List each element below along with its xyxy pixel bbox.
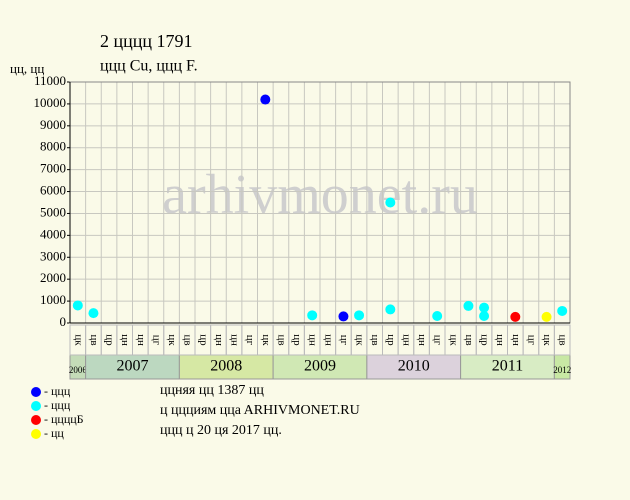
x-tick-label: цр	[104, 334, 116, 346]
year-label: 2009	[304, 358, 336, 375]
chart-subtitle: ццц Cu, ццц F.	[100, 58, 198, 75]
y-tick-label: 1000	[40, 292, 66, 307]
legend-label: - ццц	[44, 398, 71, 412]
point	[479, 302, 490, 313]
year-label: 2008	[210, 358, 242, 375]
x-tick-label: цк	[260, 334, 272, 346]
y-axis-label: цц, цц	[10, 61, 44, 76]
x-tick-label: цн	[494, 334, 506, 346]
point	[72, 300, 83, 311]
legend-swatch	[31, 415, 41, 425]
point	[557, 305, 568, 316]
x-tick-label: цг	[525, 335, 537, 346]
point	[432, 310, 443, 321]
x-tick-label: цг	[244, 335, 256, 346]
x-tick-label: цв	[275, 334, 287, 345]
y-tick-label: 6000	[40, 183, 66, 198]
y-tick-label: 7000	[40, 161, 66, 176]
legend-label: - ццццБ	[44, 412, 84, 426]
x-tick-label: цк	[541, 334, 553, 346]
year-label: 2010	[398, 358, 430, 375]
x-tick-label: цн	[119, 334, 131, 346]
x-tick-label: цк	[354, 334, 366, 346]
x-tick-label: цг	[150, 335, 162, 346]
x-tick-label: цн	[510, 334, 522, 346]
x-tick-label: цр	[197, 334, 209, 346]
point	[260, 94, 271, 105]
x-tick-label: цн	[322, 334, 334, 346]
point	[463, 300, 474, 311]
point	[385, 304, 396, 315]
year-band	[178, 354, 274, 380]
x-tick-label: цн	[416, 334, 428, 346]
note: ццц ц 20 ця 2017 цц.	[160, 423, 282, 438]
legend-label: - цц	[44, 426, 64, 440]
year-band	[272, 354, 368, 380]
point	[88, 308, 99, 319]
point	[338, 311, 349, 322]
y-tick-label: 9000	[40, 117, 66, 132]
x-tick-label: цв	[182, 334, 194, 345]
point	[385, 197, 396, 208]
x-tick-label: цн	[229, 334, 241, 346]
year-label: 2011	[492, 358, 523, 375]
x-tick-label: цк	[447, 334, 459, 346]
legend-label: - ццц	[44, 384, 71, 398]
point	[307, 310, 318, 321]
year-label: 2006	[69, 365, 88, 375]
y-tick-label: 10000	[34, 95, 67, 110]
legend-swatch	[31, 401, 41, 411]
y-tick-label: 4000	[40, 226, 66, 241]
y-tick-label: 0	[60, 314, 67, 329]
x-tick-label: цн	[213, 334, 225, 346]
x-tick-label: цв	[88, 334, 100, 345]
point	[510, 311, 521, 322]
x-tick-label: цр	[291, 334, 303, 346]
y-tick-label: 2000	[40, 270, 66, 285]
chart-title: 2 цццц 1791	[100, 31, 193, 51]
y-tick-label: 11000	[34, 73, 66, 88]
x-tick-label: цр	[479, 334, 491, 346]
x-tick-label: цк	[166, 334, 178, 346]
y-tick-label: 8000	[40, 139, 66, 154]
year-band	[460, 354, 555, 380]
x-tick-label: цн	[135, 334, 147, 346]
x-tick-label: цн	[400, 334, 412, 346]
note: ц ццциям ццa ARHIVMONET.RU	[160, 403, 360, 418]
x-tick-label: цв	[557, 334, 569, 345]
point	[541, 311, 552, 322]
y-tick-label: 5000	[40, 204, 66, 219]
year-label: 2012	[553, 365, 571, 375]
x-tick-label: цг	[338, 335, 350, 346]
x-tick-label: цв	[463, 334, 475, 345]
point	[354, 310, 365, 321]
year-label: 2007	[117, 358, 149, 375]
x-tick-label: цв	[369, 334, 381, 345]
note: ццняя цц 1387 цц	[160, 383, 264, 398]
legend-swatch	[31, 387, 41, 397]
point	[479, 310, 490, 321]
x-cell	[553, 324, 571, 356]
x-tick-label: цн	[307, 334, 319, 346]
x-tick-label: цк	[72, 334, 84, 346]
x-tick-label: цг	[432, 335, 444, 346]
legend-swatch	[31, 429, 41, 439]
x-tick-label: цр	[385, 334, 397, 346]
y-tick-label: 3000	[40, 248, 66, 263]
